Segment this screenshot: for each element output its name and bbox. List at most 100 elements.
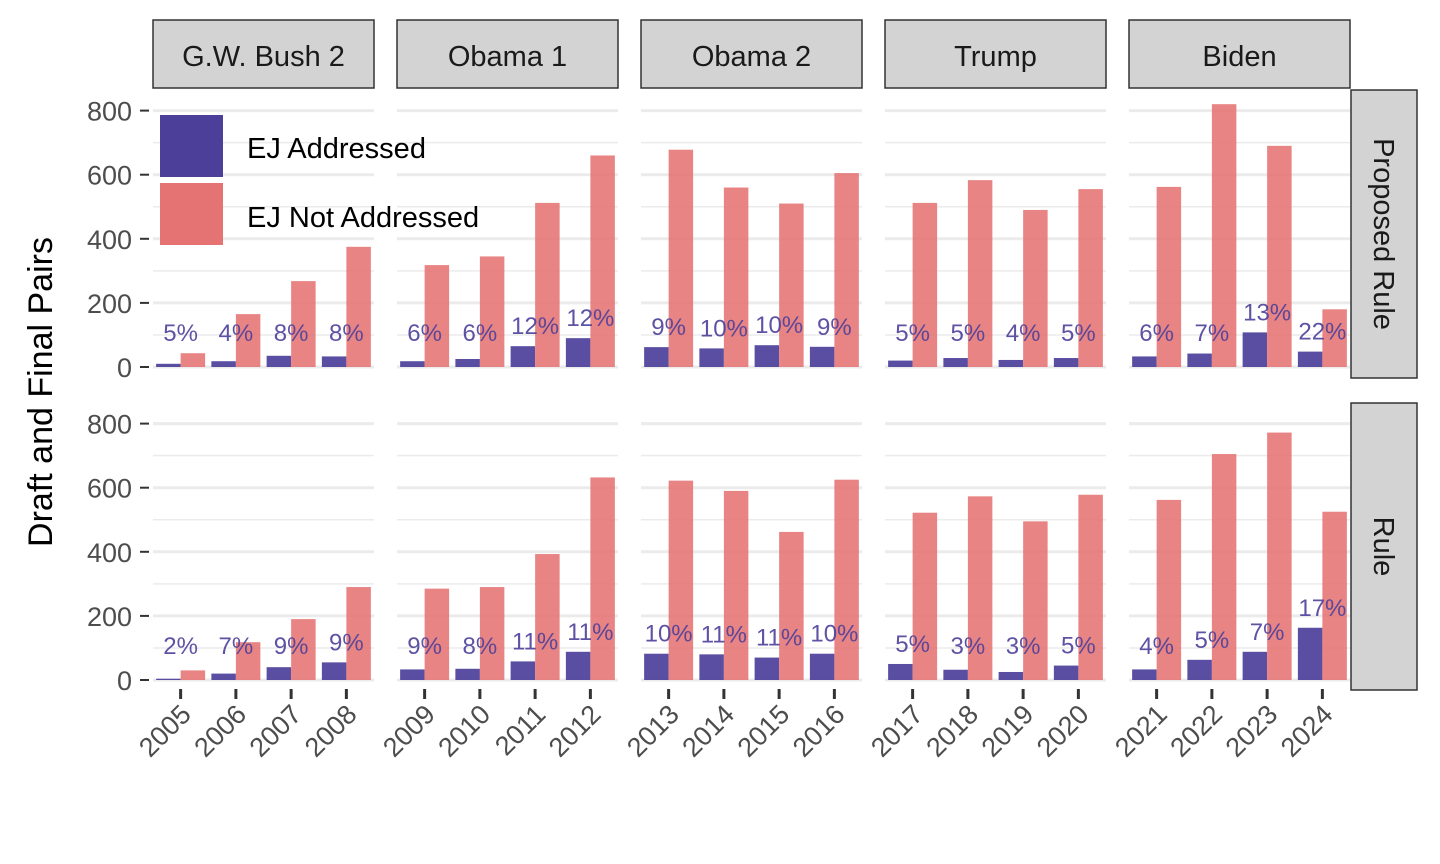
bar-addressed-proposed-rule-2007: [266, 355, 292, 367]
legend-label-not-addressed: EJ Not Addressed: [247, 202, 479, 234]
x-tick-label-2018: 2018: [920, 699, 984, 763]
bar-addressed-proposed-rule-2008: [321, 356, 347, 367]
bar-not-addressed-rule-2011: [535, 554, 560, 680]
strip-label-g-w-bush-2: G.W. Bush 2: [182, 41, 345, 73]
pct-label-rule-2021: 4%: [1139, 633, 1174, 660]
bar-not-addressed-rule-2012: [590, 477, 615, 680]
pct-label-proposed-rule-2018: 5%: [951, 320, 986, 347]
x-tick-label-2010: 2010: [432, 699, 496, 763]
strip-label-biden: Biden: [1202, 41, 1276, 73]
bar-not-addressed-proposed-rule-2014: [723, 187, 749, 367]
bar-not-addressed-proposed-rule-2012: [590, 155, 615, 367]
bar-addressed-proposed-rule-2017: [888, 360, 913, 367]
bar-not-addressed-rule-2008: [346, 587, 371, 680]
bar-not-addressed-proposed-rule-2009: [424, 265, 450, 367]
x-tick-label-2013: 2013: [621, 699, 685, 763]
bar-not-addressed-proposed-rule-2011: [535, 202, 560, 367]
bar-not-addressed-proposed-rule-2010: [479, 256, 505, 367]
y-tick-label: 400: [87, 538, 132, 568]
bar-addressed-proposed-rule-2010: [455, 358, 480, 367]
bar-not-addressed-proposed-rule-2013: [668, 149, 694, 367]
x-tick-label-2021: 2021: [1109, 699, 1173, 763]
pct-label-proposed-rule-2017: 5%: [895, 320, 930, 347]
bar-addressed-rule-2008: [321, 662, 347, 680]
legend-label-addressed: EJ Addressed: [247, 133, 426, 165]
bar-not-addressed-rule-2024: [1322, 511, 1347, 680]
bar-not-addressed-rule-2022: [1211, 454, 1237, 680]
bar-addressed-rule-2023: [1242, 651, 1268, 680]
legend: EJ Addressed EJ Not Addressed: [160, 115, 479, 245]
strip-g-w-bush-2: [152, 19, 375, 89]
pct-label-rule-2006: 7%: [219, 633, 254, 660]
pct-label-proposed-rule-2014: 10%: [700, 315, 748, 342]
bar-addressed-rule-2015: [754, 657, 780, 680]
bar-not-addressed-rule-2013: [668, 480, 694, 680]
x-tick-label-2014: 2014: [676, 699, 740, 763]
bar-addressed-rule-2014: [699, 654, 724, 680]
bar-addressed-rule-2005: [156, 678, 181, 680]
bar-not-addressed-rule-2007: [291, 619, 316, 680]
strip-obama-1: [396, 19, 619, 89]
bar-addressed-proposed-rule-2011: [510, 346, 536, 367]
bar-not-addressed-rule-2014: [723, 490, 749, 680]
bar-not-addressed-rule-2017: [912, 512, 938, 680]
bar-addressed-rule-2024: [1297, 627, 1323, 680]
y-tick-label: 600: [87, 161, 132, 191]
bar-not-addressed-proposed-rule-2018: [967, 180, 993, 367]
pct-label-proposed-rule-2013: 9%: [651, 314, 686, 341]
bar-addressed-proposed-rule-2016: [809, 346, 835, 367]
x-tick-label-2012: 2012: [543, 699, 607, 763]
strip-proposed-rule: [1350, 89, 1418, 379]
pct-label-proposed-rule-2009: 6%: [407, 320, 442, 347]
bar-addressed-proposed-rule-2023: [1242, 332, 1268, 367]
y-tick-label: 200: [87, 289, 132, 319]
strip-biden: [1128, 19, 1351, 89]
strip-label-obama-1: Obama 1: [448, 41, 567, 73]
pct-label-rule-2009: 9%: [407, 633, 442, 660]
pct-label-proposed-rule-2022: 7%: [1195, 320, 1230, 347]
bar-not-addressed-rule-2015: [779, 531, 804, 680]
strip-label-proposed-rule: Proposed Rule: [1367, 138, 1399, 330]
pct-label-rule-2005: 2%: [163, 633, 198, 660]
bar-addressed-rule-2010: [455, 668, 480, 680]
bar-not-addressed-proposed-rule-2023: [1267, 145, 1292, 367]
pct-label-rule-2014: 11%: [701, 621, 747, 648]
pct-label-proposed-rule-2008: 8%: [329, 320, 364, 347]
legend-swatch-addressed: [160, 115, 223, 177]
y-tick-label: 800: [87, 410, 132, 440]
pct-label-rule-2018: 3%: [951, 633, 986, 660]
x-tick-label-2022: 2022: [1164, 699, 1228, 763]
bar-not-addressed-proposed-rule-2008: [346, 246, 371, 367]
bar-addressed-rule-2018: [943, 669, 968, 680]
bar-addressed-proposed-rule-2018: [943, 358, 968, 367]
bar-addressed-rule-2016: [809, 653, 835, 680]
bar-not-addressed-proposed-rule-2020: [1078, 189, 1103, 367]
bar-addressed-rule-2009: [400, 669, 425, 680]
column-strips: G.W. Bush 2 Obama 1 Obama 2 Trump Biden: [152, 19, 1351, 89]
pct-label-rule-2020: 5%: [1061, 633, 1096, 660]
y-tick-label: 600: [87, 474, 132, 504]
bar-not-addressed-proposed-rule-2005: [180, 353, 206, 367]
pct-label-proposed-rule-2024: 22%: [1298, 319, 1346, 346]
bar-not-addressed-rule-2016: [834, 479, 859, 680]
bar-not-addressed-proposed-rule-2021: [1156, 186, 1182, 367]
bar-addressed-rule-2007: [266, 667, 292, 680]
x-tick-label-2006: 2006: [188, 699, 252, 763]
strip-obama-2: [640, 19, 863, 89]
x-tick-label-2024: 2024: [1275, 699, 1339, 763]
bar-addressed-rule-2021: [1132, 669, 1157, 680]
y-tick-label: 0: [117, 353, 132, 383]
strip-label-obama-2: Obama 2: [692, 41, 811, 73]
x-tick-label-2020: 2020: [1031, 699, 1095, 763]
pct-label-proposed-rule-2011: 12%: [511, 313, 559, 340]
pct-label-rule-2022: 5%: [1195, 627, 1230, 654]
bar-not-addressed-proposed-rule-2024: [1322, 309, 1347, 367]
bar-not-addressed-rule-2019: [1023, 521, 1048, 680]
bar-not-addressed-proposed-rule-2015: [779, 203, 804, 367]
bar-addressed-proposed-rule-2015: [754, 345, 780, 367]
y-tick-label: 800: [87, 97, 132, 127]
x-tick-label-2019: 2019: [976, 699, 1040, 763]
bar-addressed-proposed-rule-2013: [644, 347, 669, 367]
bar-not-addressed-rule-2006: [235, 642, 261, 680]
